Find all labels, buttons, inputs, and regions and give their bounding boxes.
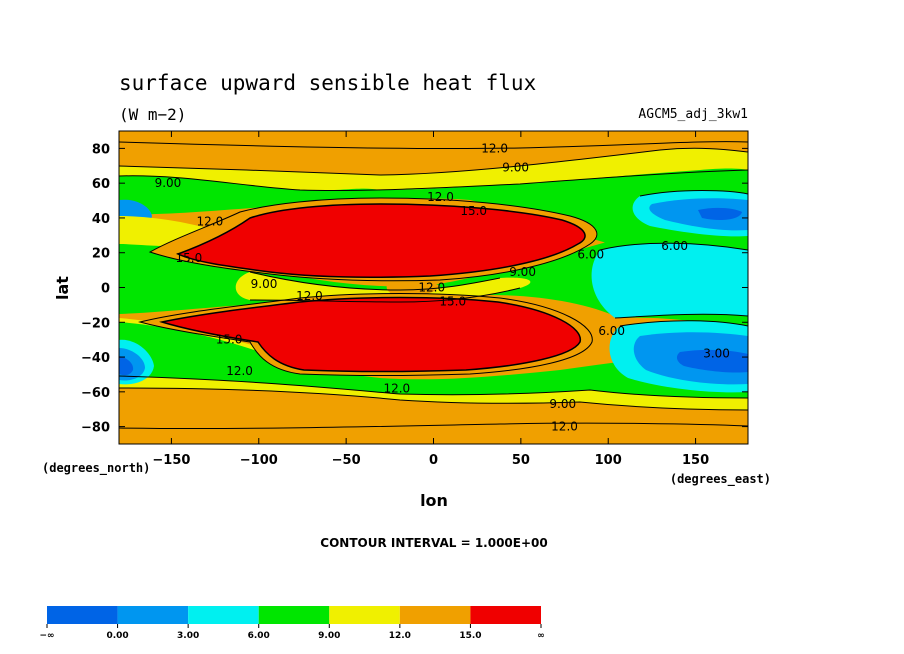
colorbar-label: 3.00 [177, 631, 199, 641]
contour-label: 12.0 [296, 289, 323, 303]
contour-label: 15.0 [176, 251, 203, 265]
contour-label: 9.00 [502, 161, 529, 175]
contour-label: 12.0 [427, 190, 454, 204]
contour-label: 12.0 [226, 364, 253, 378]
contour-interval: CONTOUR INTERVAL = 1.000E+00 [320, 536, 547, 550]
contour-label: 12.0 [551, 420, 578, 434]
x-axis: −150 −100 −50 0 50 100 150 [152, 131, 709, 468]
y-tick-label: 20 [92, 247, 110, 262]
x-tick-label: −50 [332, 453, 361, 468]
contour-lines [119, 141, 748, 430]
colorbar-label: 12.0 [389, 631, 411, 641]
colorbar: −∞ 0.00 3.00 6.00 9.00 12.0 15.0 ∞ [39, 606, 545, 641]
y-tick-label: 40 [92, 212, 110, 227]
chart-title: surface upward sensible heat flux [119, 71, 536, 95]
contour-label: 15.0 [439, 294, 466, 308]
chart-units: (W m−2) [119, 105, 186, 124]
y-tick-label: −40 [81, 351, 110, 366]
colorbar-swatch [188, 606, 259, 624]
contour-label: 12.0 [481, 141, 508, 155]
contour-label: 9.00 [155, 176, 182, 190]
colorbar-swatch [399, 606, 471, 624]
south-red-core [162, 297, 581, 372]
contour-label: 3.00 [703, 347, 730, 361]
y-tick-label: 0 [101, 282, 110, 297]
x-tick-label: −150 [152, 453, 190, 468]
colorbar-label: 15.0 [459, 631, 481, 641]
colorbar-label: 6.00 [248, 631, 270, 641]
x-tick-label: 100 [595, 453, 622, 468]
contour-label: 12.0 [418, 281, 445, 295]
y-tick-label: −60 [81, 386, 110, 401]
colorbar-swatch [117, 606, 189, 624]
x-tick-label: 50 [512, 453, 530, 468]
y-tick-label: 60 [92, 177, 110, 192]
x-axis-label: lon [420, 491, 448, 510]
contour-label: 6.00 [598, 324, 625, 338]
colorbar-label: 9.00 [318, 631, 340, 641]
colorbar-label: −∞ [39, 631, 54, 641]
colorbar-swatch [47, 606, 118, 624]
equator-orange-bridge [386, 279, 440, 297]
south-west-deep [119, 356, 134, 376]
contour-label: 6.00 [577, 247, 604, 261]
north-east-blue [649, 198, 748, 231]
contour-label: 12.0 [383, 381, 410, 395]
x-tick-label: 0 [429, 453, 438, 468]
x-tick-label: 150 [682, 453, 709, 468]
contour-label: 9.00 [509, 265, 536, 279]
colorbar-swatch [470, 606, 541, 624]
colorbar-swatch [258, 606, 330, 624]
contour-label: 15.0 [216, 333, 243, 347]
y-unit-label: (degrees_north) [42, 461, 150, 476]
y-tick-label: 80 [92, 142, 110, 157]
contour-label: 9.00 [549, 397, 576, 411]
contour-label: 6.00 [661, 239, 688, 253]
contour-label: 9.00 [251, 277, 278, 291]
y-tick-label: −80 [81, 421, 110, 436]
south-green-band [119, 322, 748, 398]
x-unit-label: (degrees_east) [670, 472, 771, 487]
y-axis: 80 60 40 20 0 −20 −40 −60 −80 [81, 142, 748, 436]
case-name: AGCM5_adj_3kw1 [638, 107, 748, 122]
colorbar-label: 0.00 [106, 631, 128, 641]
contour-field [119, 131, 748, 444]
x-tick-label: −100 [240, 453, 278, 468]
y-axis-label: lat [53, 276, 72, 300]
y-tick-label: −20 [81, 316, 110, 331]
equatorial-cyan [591, 243, 748, 318]
south-east-deep [676, 349, 748, 373]
contour-label: 15.0 [460, 204, 487, 218]
north-east-deep [698, 207, 742, 220]
colorbar-label: ∞ [537, 631, 545, 641]
equatorial-green [119, 236, 748, 330]
north-red-core [178, 204, 586, 278]
contour-label: 12.0 [196, 214, 223, 228]
colorbar-swatch [329, 606, 400, 624]
